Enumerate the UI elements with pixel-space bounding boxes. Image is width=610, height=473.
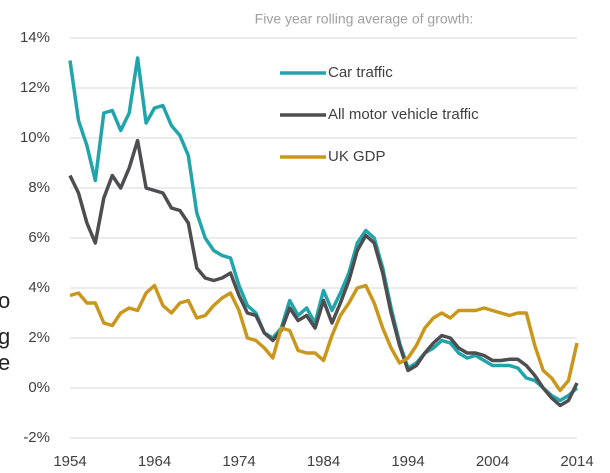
cropped-text: o: [0, 288, 10, 313]
chart-subtitle: Five year rolling average of growth:: [255, 11, 474, 27]
series-line: [68, 138, 579, 408]
y-tick-label: 2%: [28, 329, 50, 346]
x-tick-label: 1954: [53, 453, 86, 470]
legend-label: Car traffic: [328, 64, 393, 81]
x-tick-label: 1984: [307, 453, 340, 470]
y-tick-label: 10%: [20, 129, 50, 146]
legend-label: All motor vehicle traffic: [328, 106, 479, 123]
cropped-text: g: [0, 324, 10, 349]
x-tick-label: 1964: [138, 453, 171, 470]
x-tick-label: 1994: [391, 453, 424, 470]
y-tick-label: -2%: [23, 429, 50, 446]
cropped-text: e: [0, 350, 10, 375]
x-tick-label: 2004: [476, 453, 509, 470]
legend-label: UK GDP: [328, 148, 386, 165]
x-tick-label: 1974: [222, 453, 255, 470]
y-tick-label: 0%: [28, 379, 50, 396]
series-line: [69, 283, 579, 393]
y-tick-label: 12%: [20, 79, 50, 96]
series-line: [68, 56, 579, 403]
x-tick-label: 2014: [560, 453, 593, 470]
y-tick-label: 14%: [20, 29, 50, 46]
y-tick-label: 4%: [28, 279, 50, 296]
y-tick-label: 6%: [28, 229, 50, 246]
y-tick-label: 8%: [28, 179, 50, 196]
